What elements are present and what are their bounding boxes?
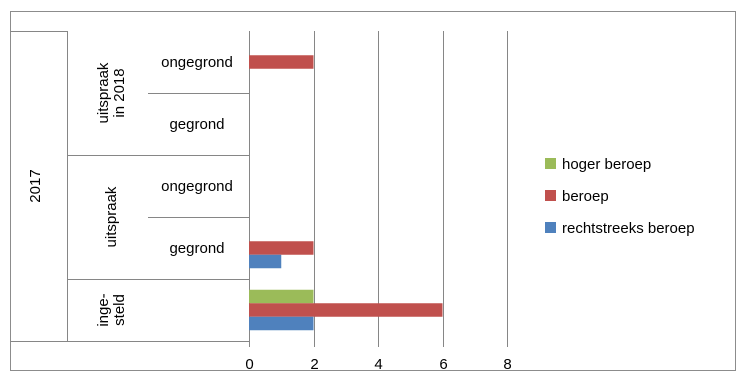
group-label-line: uitspraak <box>95 62 112 123</box>
x-tick-label: 4 <box>374 356 382 373</box>
legend-label: rechtstreeks beroep <box>562 220 695 237</box>
category-label: gegrond <box>169 116 224 133</box>
group-label-line: steld <box>111 294 128 326</box>
x-tick-label: 2 <box>310 356 318 373</box>
bar <box>249 303 443 317</box>
bars <box>249 55 443 331</box>
x-tick-label: 0 <box>245 356 253 373</box>
legend-label: hoger beroep <box>562 156 651 173</box>
x-tick-label: 8 <box>503 356 511 373</box>
bar <box>249 55 314 69</box>
group-label: inge-steld <box>95 293 128 326</box>
category-label: ongegrond <box>161 178 233 195</box>
bar <box>249 254 282 269</box>
legend-swatch <box>545 158 556 169</box>
legend-label: beroep <box>562 188 609 205</box>
x-tick-label: 6 <box>439 356 447 373</box>
group-label: uitspraak <box>103 186 120 247</box>
group-label-line: inge- <box>95 293 112 326</box>
category-label: ongegrond <box>161 54 233 71</box>
category-label: gegrond <box>169 240 224 257</box>
group-label-line: in 2018 <box>111 68 128 117</box>
legend-swatch <box>545 222 556 233</box>
outer-group-label: 2017 <box>27 169 44 202</box>
group-label-line: uitspraak <box>103 186 120 247</box>
bar <box>249 241 314 255</box>
legend-swatch <box>545 190 556 201</box>
x-axis-ticks: 0 2 4 6 8 <box>245 356 511 373</box>
group-label: uitspraakin 2018 <box>95 62 128 123</box>
legend: hoger beroep beroep rechtstreeks beroep <box>545 156 695 237</box>
bar <box>249 289 314 304</box>
bar <box>249 316 314 331</box>
